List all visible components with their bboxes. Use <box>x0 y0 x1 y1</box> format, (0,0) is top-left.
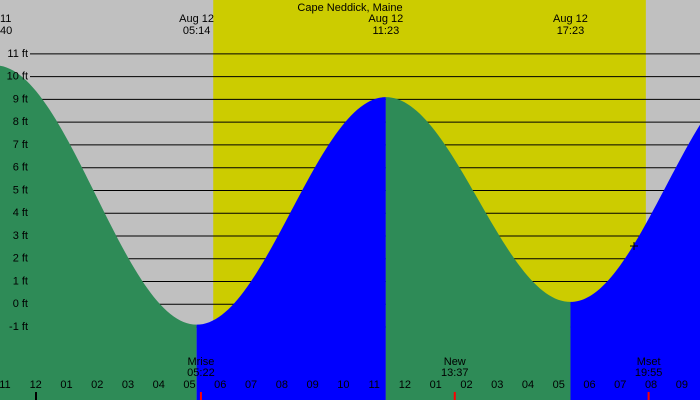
event-time: 19:55 <box>635 367 663 379</box>
rising-tide <box>570 124 700 400</box>
extreme-date: Aug 12 <box>553 13 588 25</box>
chart-title: Cape Neddick, Maine <box>297 2 402 14</box>
y-tick-label: 10 ft <box>7 71 28 83</box>
hour-label: 01 <box>430 379 442 391</box>
y-tick-label: 3 ft <box>13 230 28 242</box>
hour-label: 08 <box>645 379 657 391</box>
extreme-time: 11:23 <box>372 25 399 37</box>
y-tick-label: 2 ft <box>13 253 28 265</box>
y-tick-label: 11 ft <box>7 48 28 60</box>
hour-label: 09 <box>306 379 318 391</box>
y-tick-label: 7 ft <box>13 139 28 151</box>
y-tick-label: 4 ft <box>13 207 28 219</box>
hour-label: 11 <box>368 379 379 391</box>
y-tick-label: 8 ft <box>13 116 28 128</box>
extreme-time: 40 <box>0 25 12 37</box>
hour-label: 12 <box>399 379 411 391</box>
y-tick-label: 9 ft <box>13 93 28 105</box>
event-time: 05:22 <box>187 367 215 379</box>
hour-label: 03 <box>491 379 503 391</box>
event-name: New <box>444 356 466 368</box>
hour-label: 03 <box>122 379 134 391</box>
hour-label: 01 <box>60 379 72 391</box>
extreme-time: 17:23 <box>557 25 585 37</box>
hour-label: 02 <box>460 379 472 391</box>
marker <box>630 242 638 250</box>
y-tick-label: -1 ft <box>9 321 28 333</box>
hour-label: 12 <box>30 379 42 391</box>
y-tick-label: 5 ft <box>13 184 28 196</box>
hour-label: 02 <box>91 379 103 391</box>
hour-label: 04 <box>153 379 165 391</box>
extreme-date: Aug 12 <box>368 13 403 25</box>
y-tick-label: 6 ft <box>13 162 28 174</box>
hour-label: 09 <box>676 379 688 391</box>
event-name: Mrise <box>187 356 214 368</box>
hour-label: 11 <box>0 379 11 391</box>
extreme-time: 05:14 <box>183 25 211 37</box>
hour-label: 06 <box>214 379 226 391</box>
hour-label: 08 <box>276 379 288 391</box>
hour-label: 07 <box>245 379 257 391</box>
hour-label: 07 <box>614 379 626 391</box>
hour-label: 05 <box>183 379 195 391</box>
hour-label: 06 <box>583 379 595 391</box>
hour-label: 04 <box>522 379 534 391</box>
y-tick-label: 0 ft <box>13 298 28 310</box>
event-time: 13:37 <box>441 367 469 379</box>
hour-label: 10 <box>337 379 349 391</box>
hour-label: 05 <box>553 379 565 391</box>
extreme-date: Aug 12 <box>179 13 214 25</box>
falling-tide <box>0 65 197 400</box>
event-name: Mset <box>637 356 661 368</box>
y-tick-label: 1 ft <box>13 275 28 287</box>
extreme-date: 11 <box>0 13 11 25</box>
falling-tide <box>385 97 571 400</box>
rising-tide <box>196 97 386 400</box>
